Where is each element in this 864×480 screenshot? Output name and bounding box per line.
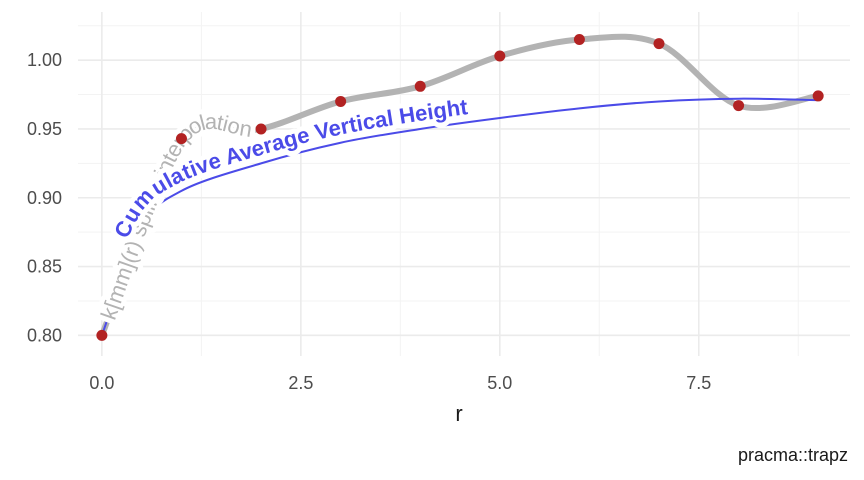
spline-curve-label: k[mm](r) spline interpolation bbox=[96, 109, 254, 323]
data-point bbox=[335, 95, 347, 107]
x-tick-label: 5.0 bbox=[487, 373, 512, 393]
y-tick-label: 0.90 bbox=[27, 188, 62, 208]
data-point bbox=[653, 38, 665, 50]
data-point bbox=[573, 34, 585, 46]
y-tick-label: 1.00 bbox=[27, 50, 62, 70]
data-point bbox=[175, 133, 187, 145]
lines bbox=[98, 33, 822, 339]
data-point bbox=[96, 329, 108, 341]
data-point bbox=[255, 123, 267, 135]
x-tick-label: 2.5 bbox=[288, 373, 313, 393]
y-tick-label: 0.80 bbox=[27, 325, 62, 345]
data-point bbox=[733, 100, 745, 112]
x-tick-label: 0.0 bbox=[89, 373, 114, 393]
caption: pracma::trapz bbox=[738, 445, 848, 465]
data-point bbox=[494, 50, 506, 62]
x-axis-title: r bbox=[455, 401, 462, 426]
average-curve bbox=[100, 97, 820, 337]
grid bbox=[78, 12, 850, 356]
spline-curve bbox=[98, 33, 822, 339]
tick-labels: 0.0 2.5 5.0 7.5 0.80 0.85 0.90 0.95 1.00 bbox=[27, 50, 711, 393]
y-tick-label: 0.85 bbox=[27, 257, 62, 277]
points bbox=[96, 34, 824, 341]
data-point bbox=[414, 80, 426, 92]
y-tick-label: 0.95 bbox=[27, 119, 62, 139]
data-point bbox=[812, 90, 824, 102]
x-tick-label: 7.5 bbox=[686, 373, 711, 393]
